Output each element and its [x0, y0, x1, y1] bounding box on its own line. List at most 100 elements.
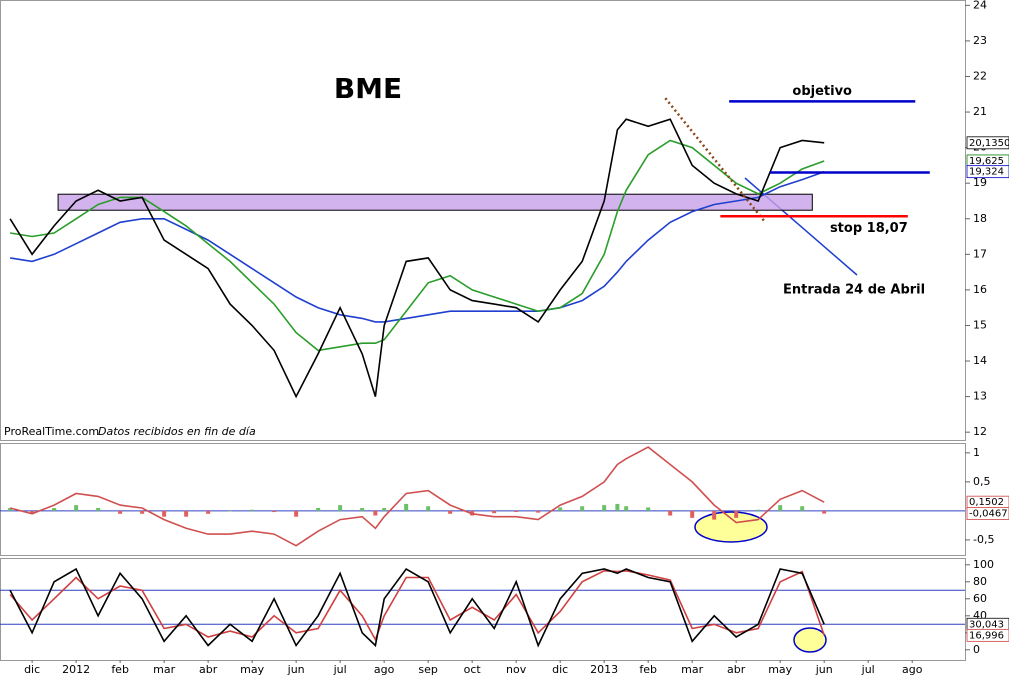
histogram-bar: [96, 507, 101, 511]
x-tick-label: jul: [861, 663, 875, 676]
x-tick-label: ago: [902, 663, 923, 676]
y-tick-label: 0: [973, 643, 980, 656]
x-tick-label: mar: [681, 663, 703, 676]
y-tick-label: 0,5: [973, 475, 991, 488]
level-label: objetivo: [792, 84, 852, 99]
histogram-bar: [615, 503, 620, 511]
x-tick-label: feb: [639, 663, 657, 676]
histogram-bar: [404, 503, 409, 511]
histogram-bar: [316, 507, 321, 511]
histogram-bar: [184, 510, 189, 517]
histogram-bar: [646, 507, 651, 511]
histogram-bar: [800, 506, 805, 511]
histogram-bar: [228, 510, 233, 512]
histogram-bar: [448, 510, 453, 514]
histogram-bar: [360, 507, 365, 511]
histogram-bar: [712, 510, 717, 520]
y-tick-label: 22: [973, 69, 987, 82]
histogram-bar: [30, 510, 35, 514]
histogram-bar: [602, 505, 607, 511]
histogram-bar: [206, 510, 211, 514]
value-tag: [966, 628, 1009, 642]
value-tag-label: 20,1350: [969, 138, 1009, 149]
x-tick-label: abr: [727, 663, 746, 676]
x-tick-label: 2013: [590, 663, 618, 676]
histogram-bar: [373, 510, 378, 516]
x-tick-label: nov: [506, 663, 527, 676]
x-tick-label: oct: [464, 663, 482, 676]
y-tick-label: 21: [973, 105, 987, 118]
histogram-bar: [734, 510, 739, 518]
histogram-bar: [492, 510, 497, 514]
y-tick-label: 1: [973, 446, 980, 459]
histogram-bar: [690, 510, 695, 518]
y-tick-label: 100: [973, 558, 994, 571]
y-tick-label: -0,5: [973, 533, 994, 546]
annotation: Entrada 24 de Abril: [783, 283, 925, 298]
histogram-bar: [778, 505, 783, 511]
histogram-bar: [580, 506, 585, 511]
histogram-bar: [624, 506, 629, 511]
panel-frame: [0, 558, 966, 661]
histogram-bar: [668, 510, 673, 516]
y-tick-label: 80: [973, 575, 987, 588]
histogram-bar: [272, 510, 277, 513]
y-tick-label: 60: [973, 592, 987, 605]
highlight-ellipse: [694, 511, 768, 543]
histogram-bar: [294, 510, 299, 517]
panel-frame: [0, 443, 966, 556]
x-tick-label: sep: [418, 663, 437, 676]
y-tick-label: 19: [973, 176, 987, 189]
panel-frame: [0, 0, 966, 441]
y-tick-label: 14: [973, 354, 987, 367]
value-tag-label: 16,996: [969, 630, 1004, 641]
highlight-ellipse: [793, 627, 827, 653]
histogram-bar: [822, 510, 827, 514]
x-tick-label: feb: [111, 663, 129, 676]
x-tick-label: ago: [374, 663, 395, 676]
value-tag-label: 19,324: [969, 167, 1004, 178]
histogram-bar: [558, 507, 563, 511]
y-tick-label: 18: [973, 212, 987, 225]
value-tag-label: 30,043: [969, 619, 1004, 630]
histogram-bar: [250, 509, 255, 511]
series-line: [9, 446, 825, 547]
x-tick-label: dic: [552, 663, 568, 676]
histogram-bar: [140, 510, 145, 514]
series-line: [9, 118, 825, 399]
value-tag: [966, 165, 1009, 179]
value-tag: [966, 136, 1009, 150]
histogram-bar: [8, 507, 13, 511]
histogram-bar: [52, 507, 57, 511]
zone: [57, 193, 813, 211]
histogram-bar: [426, 506, 431, 511]
y-tick-label: 17: [973, 247, 987, 260]
x-tick-label: mar: [153, 663, 175, 676]
x-tick-label: 2012: [62, 663, 90, 676]
x-tick-label: may: [768, 663, 792, 676]
histogram-bar: [514, 510, 519, 513]
x-tick-label: may: [240, 663, 264, 676]
value-tag-label: 19,625: [969, 156, 1004, 167]
series-line: [9, 569, 825, 642]
histogram-bar: [74, 505, 79, 511]
x-tick-label: jun: [287, 663, 305, 676]
y-tick-label: 16: [973, 283, 987, 296]
level-label: stop 18,07: [830, 221, 908, 236]
source: ProRealTime.com: [4, 425, 99, 438]
trendline: [664, 97, 767, 224]
x-tick-label: jun: [815, 663, 833, 676]
histogram-bar: [118, 510, 123, 514]
y-tick-label: 15: [973, 318, 987, 331]
y-tick-label: 13: [973, 390, 987, 403]
source-note: Datos recibidos en fin de día: [98, 425, 256, 438]
histogram-bar: [162, 510, 167, 517]
histogram-bar: [756, 509, 761, 511]
x-tick-label: jul: [333, 663, 347, 676]
value-tag-label: -0,0467: [969, 509, 1008, 520]
y-tick-label: 24: [973, 0, 987, 11]
value-tag: [966, 507, 1009, 521]
y-tick-label: 23: [973, 34, 987, 47]
